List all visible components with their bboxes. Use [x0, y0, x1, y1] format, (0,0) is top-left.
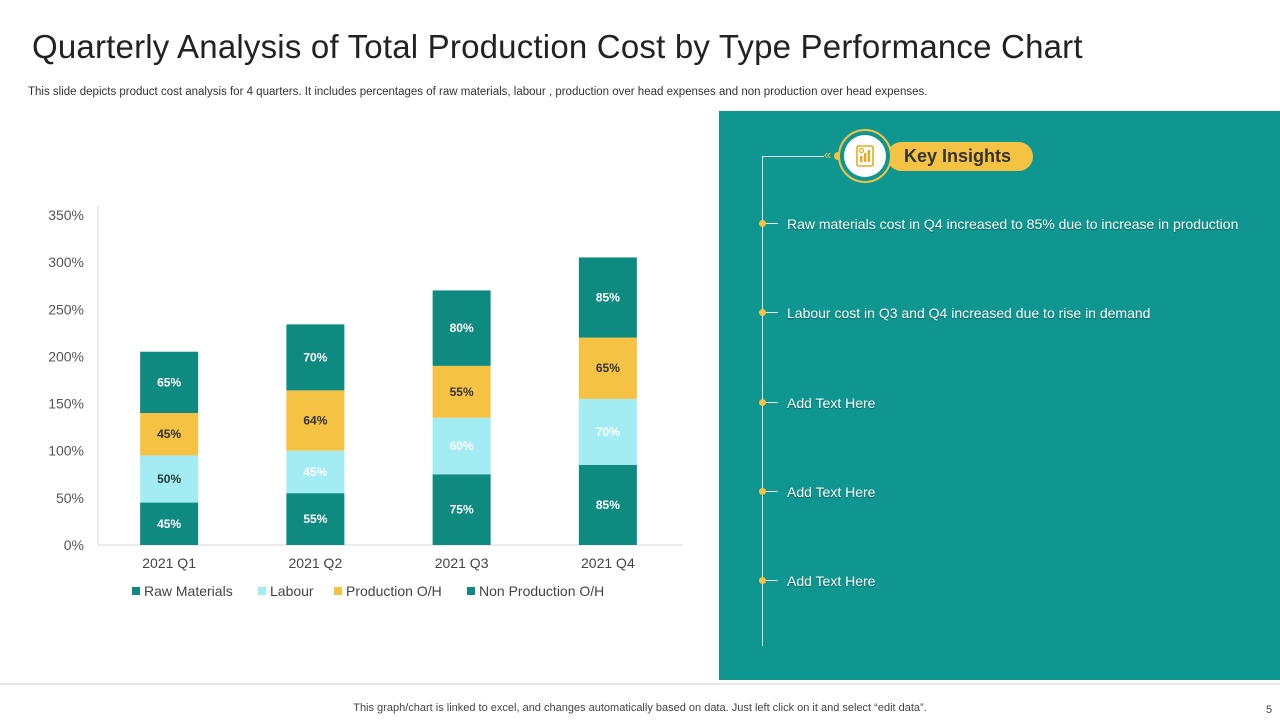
- report-chart-icon: [844, 135, 886, 177]
- data-label: 70%: [596, 425, 620, 439]
- footer-note: This graph/chart is linked to excel, and…: [353, 702, 927, 714]
- bar-segment: [578, 398, 637, 465]
- bar-segment: [286, 450, 345, 494]
- bar-segment: [432, 365, 491, 418]
- insight-text: Raw materials cost in Q4 increased to 85…: [787, 216, 1239, 232]
- key-insights-panel: « Key Insights Raw materials cost in Q4 …: [719, 111, 1280, 680]
- data-label: 55%: [303, 512, 327, 526]
- bar-segment: [432, 290, 491, 366]
- data-label: 65%: [596, 361, 620, 375]
- y-tick-label: 150%: [48, 396, 84, 412]
- insight-item: Raw materials cost in Q4 increased to 85…: [719, 214, 1280, 234]
- bar-segment: [140, 351, 199, 413]
- y-tick-label: 250%: [48, 301, 84, 317]
- x-tick-label: 2021 Q2: [289, 555, 343, 571]
- legend-label: Labour: [270, 583, 314, 599]
- bar-segment: [286, 324, 345, 391]
- timeline-connector: [762, 156, 824, 157]
- bar-segment: [140, 413, 199, 456]
- y-tick-label: 100%: [48, 443, 84, 459]
- y-tick-label: 200%: [48, 348, 84, 364]
- data-label: 45%: [157, 427, 181, 441]
- insight-text: Add Text Here: [787, 395, 876, 411]
- y-tick-label: 350%: [48, 207, 84, 223]
- bar-segment: [140, 502, 199, 545]
- chevrons-icon: «: [824, 147, 832, 162]
- timeline-dash: [766, 580, 778, 581]
- bar-segment: [578, 257, 637, 338]
- bar-segment: [140, 455, 199, 503]
- x-tick-label: 2021 Q4: [581, 555, 635, 571]
- insight-item: Add Text Here: [719, 393, 1280, 413]
- data-label: 50%: [157, 472, 181, 486]
- insight-item: Labour cost in Q3 and Q4 increased due t…: [719, 303, 1280, 323]
- legend-swatch: [258, 587, 266, 595]
- timeline-dot: [759, 399, 766, 406]
- timeline-dash: [766, 223, 778, 224]
- x-tick-label: 2021 Q1: [142, 555, 196, 571]
- insight-item: Add Text Here: [719, 482, 1280, 502]
- data-label: 75%: [450, 503, 474, 517]
- insight-item: Add Text Here: [719, 571, 1280, 591]
- data-label: 60%: [450, 439, 474, 453]
- legend-swatch: [467, 587, 475, 595]
- insight-text: Labour cost in Q3 and Q4 increased due t…: [787, 305, 1151, 321]
- bar-segment: [432, 474, 491, 545]
- page-title: Quarterly Analysis of Total Production C…: [32, 28, 1083, 65]
- insight-text: Add Text Here: [787, 484, 876, 500]
- timeline-dash: [766, 491, 778, 492]
- data-label: 64%: [303, 414, 327, 428]
- bar-segment: [578, 464, 637, 545]
- data-label: 65%: [157, 375, 181, 389]
- timeline-dash: [766, 312, 778, 313]
- key-insights-badge: [887, 142, 1033, 171]
- y-tick-label: 300%: [48, 254, 84, 270]
- timeline-dot: [759, 488, 766, 495]
- legend-label: Raw Materials: [144, 583, 233, 599]
- data-label: 45%: [157, 517, 181, 531]
- timeline-dot: [759, 220, 766, 227]
- y-tick-label: 0%: [64, 537, 84, 553]
- data-label: 85%: [596, 498, 620, 512]
- data-label: 70%: [303, 350, 327, 364]
- data-label: 85%: [596, 291, 620, 305]
- bar-segment: [286, 493, 345, 545]
- page-subtitle: This slide depicts product cost analysis…: [28, 86, 928, 98]
- timeline-dot: [759, 309, 766, 316]
- chart-svg[interactable]: 0% 50% 100% 150% 200% 250% 300% 350% 45% 50% 45% 65…: [0, 110, 718, 680]
- stacked-bar-chart[interactable]: 0% 50% 100% 150% 200% 250% 300% 350% 45% 50% 45% 65…: [0, 110, 718, 680]
- key-insights-heading: Key Insights: [904, 146, 1012, 166]
- footer-divider: [0, 683, 1280, 685]
- legend-label: Production O/H: [346, 583, 442, 599]
- timeline-dot: [759, 577, 766, 584]
- data-label: 45%: [303, 465, 327, 479]
- legend-label: Non Production O/H: [479, 583, 604, 599]
- x-tick-label: 2021 Q3: [435, 555, 489, 571]
- timeline-dash: [766, 402, 778, 403]
- insight-text: Add Text Here: [787, 573, 876, 589]
- legend-swatch: [132, 587, 140, 595]
- bar-segment: [286, 390, 345, 451]
- page-number: 5: [1266, 704, 1273, 716]
- data-label: 55%: [450, 385, 474, 399]
- bar-segment: [432, 417, 491, 475]
- legend-swatch: [334, 587, 342, 595]
- data-label: 80%: [450, 321, 474, 335]
- bar-segment: [578, 337, 637, 399]
- y-tick-label: 50%: [56, 490, 84, 506]
